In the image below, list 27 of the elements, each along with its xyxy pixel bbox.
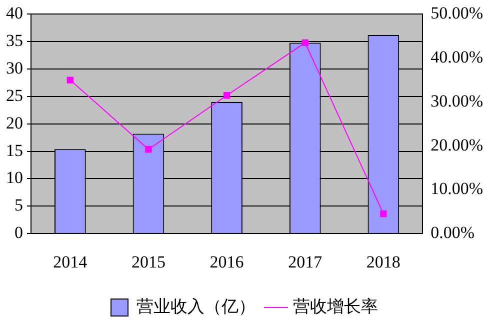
y2-tick-label: 40.00% bbox=[430, 48, 484, 67]
y-tick-label: 20 bbox=[6, 113, 23, 132]
y2-tick-label: 20.00% bbox=[430, 135, 484, 154]
point bbox=[302, 39, 308, 46]
y-tick-label: 30 bbox=[6, 58, 23, 78]
x-tick-label: 2014 bbox=[53, 252, 88, 272]
y-tick-label: 15 bbox=[6, 140, 23, 160]
point bbox=[66, 76, 74, 84]
legend-label: 营收增长率 bbox=[293, 296, 378, 316]
x-tick-label: 2017 bbox=[288, 252, 323, 272]
y-tick-label: 0 bbox=[14, 223, 23, 242]
point bbox=[380, 210, 387, 218]
y2-tick-label: 10.00% bbox=[430, 179, 484, 198]
y-tick-label: 25 bbox=[6, 86, 23, 105]
point bbox=[223, 92, 230, 99]
y-tick-label: 40 bbox=[6, 4, 23, 23]
y-tick-label: 35 bbox=[6, 31, 23, 50]
y2-tick-label: 0.00% bbox=[430, 223, 475, 242]
y2-tick-label: 30.00% bbox=[430, 91, 484, 110]
point bbox=[145, 146, 152, 153]
x-tick-label: 2015 bbox=[131, 252, 166, 272]
legend-label: 营业收入（亿） bbox=[136, 296, 256, 316]
y-tick-label: 10 bbox=[6, 168, 23, 188]
y-tick-label: 5 bbox=[14, 196, 23, 215]
x-tick-label: 2016 bbox=[210, 252, 244, 272]
y2-tick-label: 50.00% bbox=[430, 4, 484, 23]
x-tick-label: 2018 bbox=[366, 252, 400, 272]
